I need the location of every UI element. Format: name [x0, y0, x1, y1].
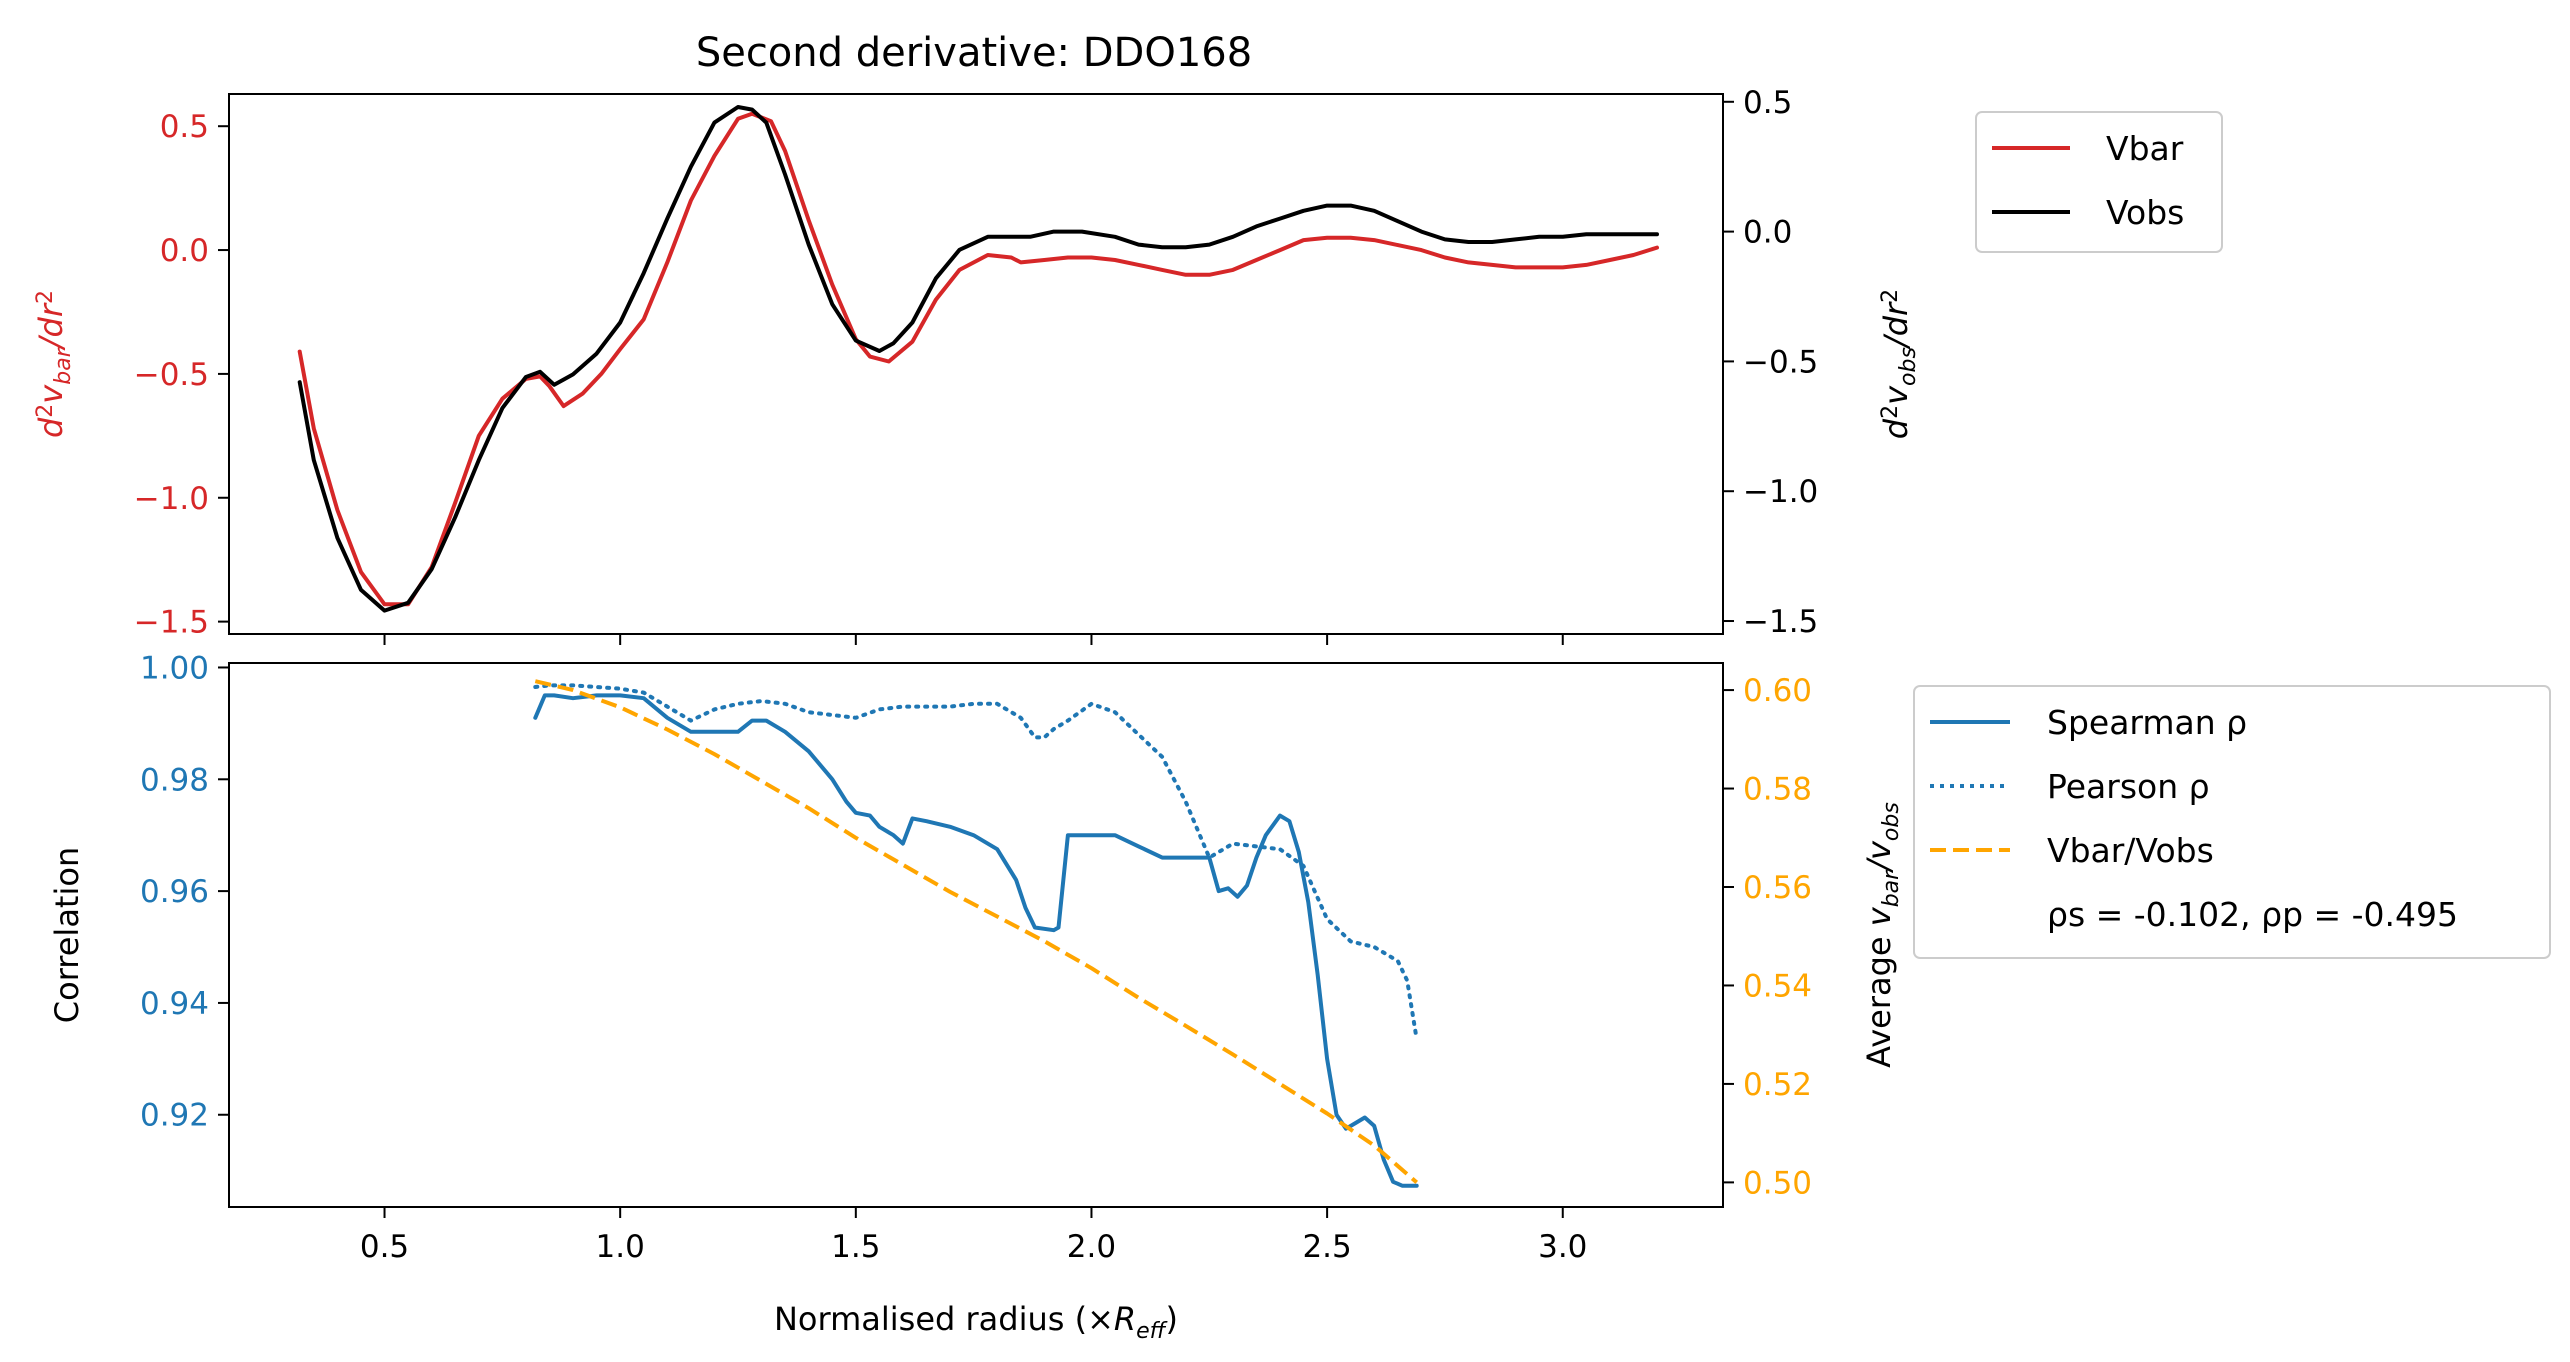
y-tick-label: 0.92 — [140, 1098, 209, 1134]
x-tick-label: 1.0 — [596, 1229, 645, 1265]
legend-bottom: Spearman ρ Pearson ρ Vbar/Vobs ρs = -0.1… — [1913, 685, 2551, 959]
bottom-x-axis: 0.5 1.0 1.5 2.0 2.5 3.0 — [360, 1207, 1587, 1265]
y2-tick-label: 0.52 — [1743, 1067, 1812, 1103]
legend-vobs-label: Vobs — [2106, 193, 2184, 232]
y2-tick-label: −0.5 — [1743, 344, 1818, 380]
legend-pearson-label: Pearson ρ — [2047, 767, 2210, 806]
top-panel: 0.5 0.0 −0.5 −1.0 −1.5 0.5 0.0 −0.5 −1.0 −1.5 d2… — [32, 85, 1921, 645]
y2-tick-label: 0.54 — [1743, 968, 1812, 1004]
bottom-panel: 1.00 0.98 0.96 0.94 0.92 0.60 0.58 0.56 0.54 0.5… — [48, 650, 1904, 1344]
bottom-right-axis: 0.60 0.58 0.56 0.54 0.52 0.50 — [1723, 673, 1812, 1201]
top-right-axis: 0.5 0.0 −0.5 −1.0 −1.5 — [1723, 85, 1818, 640]
bottom-left-axis: 1.00 0.98 0.96 0.94 0.92 — [140, 650, 229, 1134]
bottom-left-axis-label: Correlation — [48, 847, 86, 1023]
x-tick-label: 1.5 — [831, 1229, 880, 1265]
legend-ratio-label: Vbar/Vobs — [2047, 831, 2214, 870]
bottom-plot-frame — [228, 662, 1724, 1208]
y2-tick-label: −1.0 — [1743, 474, 1818, 510]
y-tick-label: 0.96 — [140, 874, 209, 910]
chart-title: Second derivative: DDO168 — [696, 30, 1252, 76]
y-tick-label: −1.5 — [134, 605, 209, 641]
y-tick-label: 0.5 — [160, 109, 209, 145]
series-line-ratio-dashed — [534, 679, 1419, 1184]
x-tick-label: 2.0 — [1067, 1229, 1116, 1265]
series-line-corr-dotted — [533, 683, 1419, 1042]
y2-tick-label: 0.5 — [1743, 85, 1792, 121]
y2-tick-label: 0.60 — [1743, 673, 1812, 709]
y2-tick-label: 0.56 — [1743, 870, 1812, 906]
series-line-vobs — [297, 105, 1659, 613]
y-tick-label: 0.98 — [140, 762, 209, 798]
bottom-series — [533, 679, 1419, 1188]
top-right-axis-label: d2vobs/dr2 — [1877, 289, 1921, 439]
x-tick-label: 3.0 — [1538, 1229, 1587, 1265]
legend-bottom-box — [1913, 685, 2551, 959]
bottom-right-axis-label: Average vbar/vobs — [1860, 802, 1904, 1068]
y-tick-label: −1.0 — [134, 481, 209, 517]
x-axis-label: Normalised radius (×Reff) — [774, 1300, 1178, 1344]
series-line-corr-solid — [533, 693, 1419, 1188]
y-tick-label: 0.94 — [140, 986, 209, 1022]
x-tick-label: 0.5 — [360, 1229, 409, 1265]
legend-top-box — [1975, 111, 2223, 253]
y2-tick-label: 0.58 — [1743, 772, 1812, 808]
top-series — [297, 105, 1659, 613]
legend-stats-text: ρs = -0.102, ρp = -0.495 — [2047, 895, 2458, 934]
top-left-axis: 0.5 0.0 −0.5 −1.0 −1.5 — [134, 109, 229, 641]
legend-spearman-label: Spearman ρ — [2047, 703, 2247, 742]
x-tick-label: 2.5 — [1302, 1229, 1351, 1265]
top-left-axis-label: d2vbar/dr2 — [32, 290, 76, 438]
y-tick-label: 0.0 — [160, 233, 209, 269]
top-x-axis — [383, 634, 1564, 645]
y-tick-label: −0.5 — [134, 357, 209, 393]
top-plot-frame — [228, 93, 1724, 635]
y2-tick-label: −1.5 — [1743, 604, 1818, 640]
y2-tick-label: 0.0 — [1743, 215, 1792, 251]
y-tick-label: 1.00 — [140, 650, 209, 686]
series-line-vbar — [297, 111, 1659, 607]
legend-top: Vbar Vobs — [1975, 111, 2223, 253]
y2-tick-label: 0.50 — [1743, 1165, 1812, 1201]
legend-vbar-label: Vbar — [2106, 129, 2184, 168]
